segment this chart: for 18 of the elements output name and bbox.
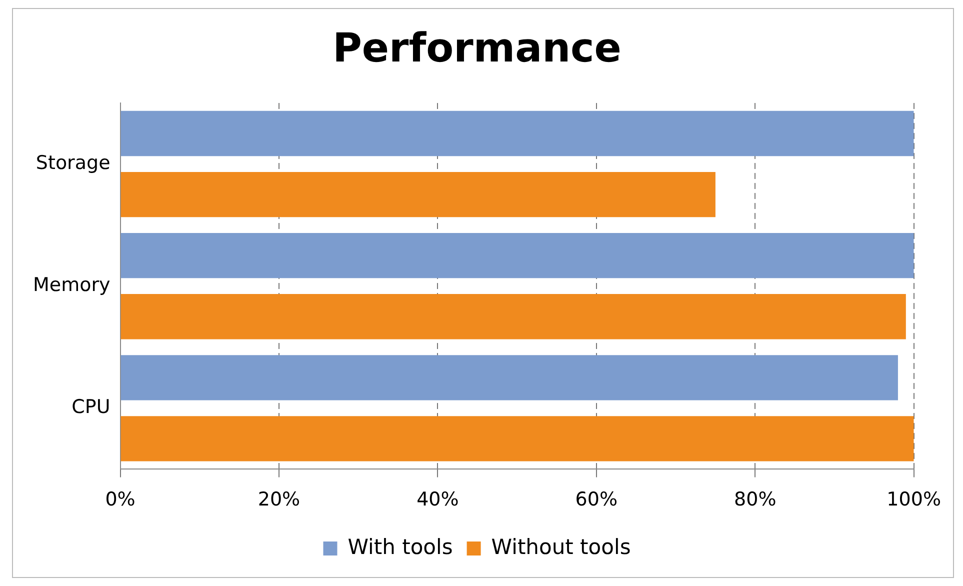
- chart-title: Performance: [332, 25, 622, 72]
- bar: [120, 355, 898, 400]
- x-tick-label: 80%: [734, 488, 776, 511]
- legend-label: With tools: [348, 534, 453, 559]
- x-tick-label: 0%: [105, 488, 136, 511]
- bar: [120, 233, 914, 278]
- y-tick-label: Memory: [32, 274, 110, 296]
- x-tick-label: 40%: [416, 488, 459, 511]
- y-tick-label: CPU: [72, 396, 110, 418]
- bar: [120, 294, 906, 340]
- x-tick-label: 20%: [258, 488, 300, 511]
- y-tick-label: Storage: [36, 152, 110, 174]
- bar: [120, 110, 914, 156]
- x-tick-label: 60%: [575, 488, 618, 511]
- bar: [120, 416, 914, 462]
- legend-label: Without tools: [491, 534, 631, 559]
- x-tick-label: 100%: [886, 488, 942, 511]
- bar: [120, 172, 716, 218]
